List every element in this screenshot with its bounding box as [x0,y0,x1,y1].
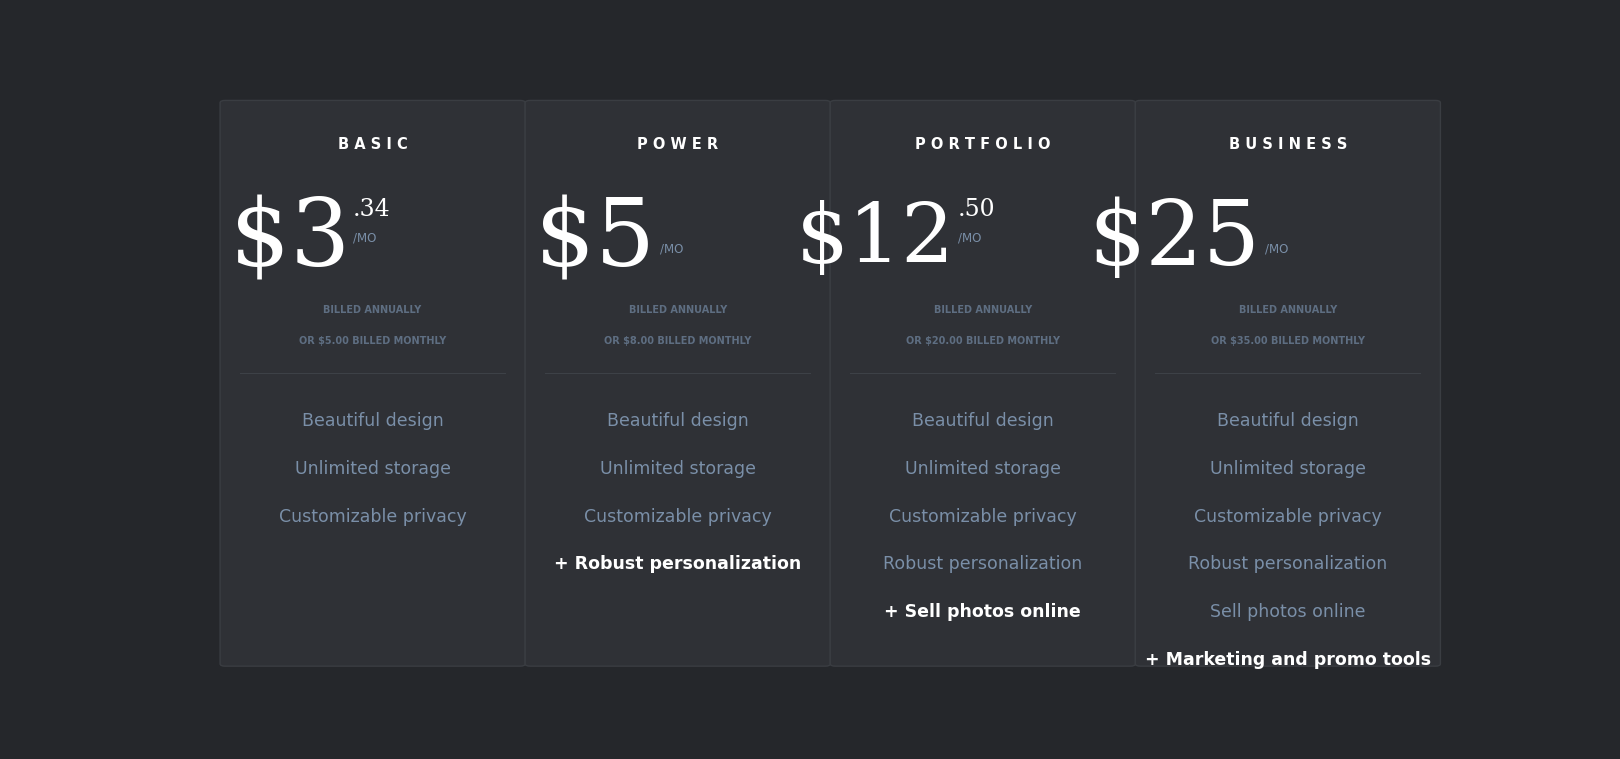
Text: BILLED ANNUALLY: BILLED ANNUALLY [933,305,1032,315]
Text: /MO: /MO [659,242,684,255]
Text: Unlimited storage: Unlimited storage [906,460,1061,477]
Text: $25: $25 [1089,197,1260,284]
Text: Unlimited storage: Unlimited storage [599,460,755,477]
Text: Beautiful design: Beautiful design [608,411,748,430]
Text: BILLED ANNUALLY: BILLED ANNUALLY [629,305,727,315]
FancyBboxPatch shape [829,100,1136,666]
Text: Sell photos online: Sell photos online [1210,603,1366,622]
Text: Unlimited storage: Unlimited storage [295,460,450,477]
Text: P O W E R: P O W E R [637,137,718,153]
Text: /MO: /MO [353,231,376,245]
Text: BILLED ANNUALLY: BILLED ANNUALLY [324,305,421,315]
FancyBboxPatch shape [220,100,525,666]
Text: $12: $12 [795,200,956,280]
Text: $5: $5 [535,195,654,285]
Text: Customizable privacy: Customizable privacy [583,508,771,525]
Text: .50: .50 [957,198,995,221]
Text: + Robust personalization: + Robust personalization [554,556,802,574]
Text: Beautiful design: Beautiful design [912,411,1053,430]
Text: OR $20.00 BILLED MONTHLY: OR $20.00 BILLED MONTHLY [906,335,1059,345]
Text: Beautiful design: Beautiful design [1217,411,1359,430]
Text: /MO: /MO [957,231,982,245]
Text: OR $35.00 BILLED MONTHLY: OR $35.00 BILLED MONTHLY [1210,335,1366,345]
Text: .34: .34 [353,198,390,221]
Text: + Sell photos online: + Sell photos online [885,603,1081,622]
Text: $3: $3 [230,195,350,285]
Text: B U S I N E S S: B U S I N E S S [1228,137,1348,153]
Text: P O R T F O L I O: P O R T F O L I O [915,137,1050,153]
Text: Customizable privacy: Customizable privacy [1194,508,1382,525]
FancyBboxPatch shape [1136,100,1440,666]
Text: OR $8.00 BILLED MONTHLY: OR $8.00 BILLED MONTHLY [604,335,752,345]
Text: OR $5.00 BILLED MONTHLY: OR $5.00 BILLED MONTHLY [300,335,446,345]
Text: B A S I C: B A S I C [337,137,408,153]
Text: + Marketing and promo tools: + Marketing and promo tools [1145,651,1430,669]
Text: Customizable privacy: Customizable privacy [279,508,467,525]
FancyBboxPatch shape [525,100,829,666]
Text: Robust personalization: Robust personalization [883,556,1082,574]
Text: Unlimited storage: Unlimited storage [1210,460,1366,477]
Text: BILLED ANNUALLY: BILLED ANNUALLY [1239,305,1336,315]
Text: Customizable privacy: Customizable privacy [889,508,1077,525]
Text: Robust personalization: Robust personalization [1187,556,1387,574]
Text: Beautiful design: Beautiful design [301,411,444,430]
Text: /MO: /MO [1265,242,1288,255]
